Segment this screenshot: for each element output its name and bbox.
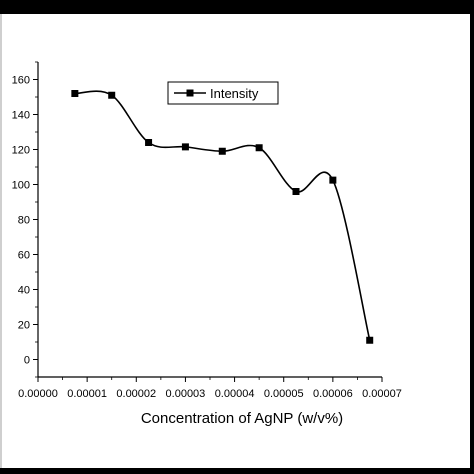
legend-label-intensity: Intensity [210,86,259,101]
data-point-marker [255,144,263,152]
x-tick-label: 0.00000 [18,388,58,400]
y-axis-ticks: 0 20 40 60 80 100 120 140 160 [12,61,38,378]
data-point-marker [329,176,337,184]
x-axis-title: Concentration of AgNP (w/v%) [141,410,343,427]
data-point-marker [292,188,300,195]
data-point-marker [218,147,226,155]
x-tick-label: 0.00004 [215,388,255,400]
legend-box [167,81,279,105]
x-tick-label: 0.00007 [362,388,402,400]
y-tick-label: 160 [12,75,30,87]
y-tick-label: 120 [12,145,30,157]
y-tick-label: 40 [18,285,30,297]
series-layer [71,90,374,344]
data-point-marker [366,336,374,344]
x-tick-label: 0.00005 [264,388,304,400]
legend-marker-swatch [186,89,194,97]
frame-bottom-border [0,468,474,474]
y-tick-label: 60 [18,250,30,262]
data-point-marker [71,90,79,97]
y-tick-label: 0 [24,355,30,367]
series-line-intensity [74,90,371,341]
x-tick-label: 0.00003 [166,388,206,400]
frame-left-border [0,14,2,468]
x-tick-label: 0.00002 [116,388,156,400]
y-tick-label: 20 [18,320,30,332]
y-tick-label: 140 [12,110,30,122]
axes [37,62,382,378]
x-tick-label: 0.00001 [67,388,107,400]
frame-right-border [470,0,474,474]
y-tick-label: 100 [12,180,30,192]
x-tick-label: 0.00006 [313,388,353,400]
data-point-marker [108,91,116,99]
y-tick-label: 80 [18,215,30,227]
frame-top-border [0,0,474,14]
data-point-marker [181,143,189,151]
data-point-marker [145,139,153,146]
x-axis-ticks: 0.00000 0.00001 0.00002 0.00003 0.00004 0.000… [18,377,402,400]
legend: Intensity [167,81,279,105]
